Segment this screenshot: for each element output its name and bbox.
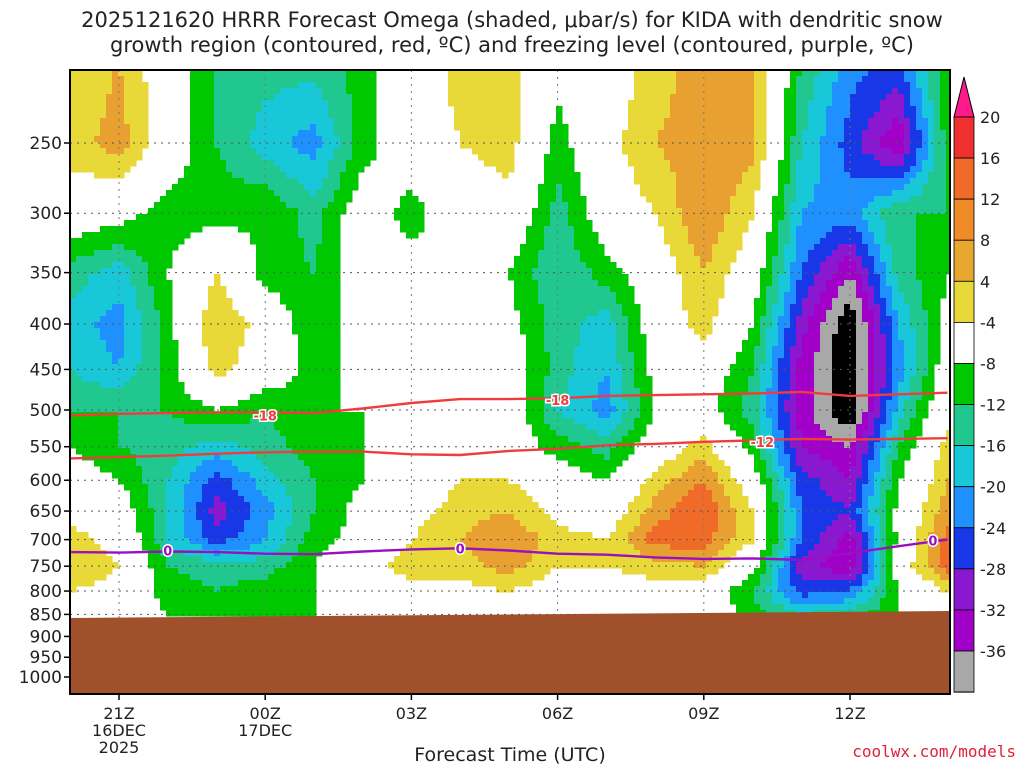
x-tick-label-21Z-1: 16DEC bbox=[92, 721, 146, 740]
contour-layer: -18 -18 -12 0 0 0 bbox=[70, 390, 948, 562]
y-tick-label-550: 550 bbox=[30, 438, 62, 458]
colorbar-label--4: -4 bbox=[980, 313, 996, 332]
contour--12 bbox=[70, 437, 948, 460]
colorbar-label--36: -36 bbox=[980, 642, 1006, 661]
grid-lines bbox=[70, 70, 950, 694]
plot-frame bbox=[69, 69, 951, 695]
colorbar-band-4 bbox=[953, 280, 975, 323]
omega-shading bbox=[70, 70, 950, 623]
y-tick-label-700: 700 bbox=[30, 531, 62, 551]
contour-label-0-2: 0 bbox=[928, 535, 937, 550]
y-tick-label-750: 750 bbox=[30, 557, 62, 577]
contour-label-0-1: 0 bbox=[456, 542, 465, 557]
colorbar-band-1 bbox=[953, 157, 975, 200]
y-tick-label-400: 400 bbox=[30, 315, 62, 335]
y-tick-label-800: 800 bbox=[30, 582, 62, 602]
colorbar-label--12: -12 bbox=[980, 396, 1006, 415]
x-tick-label-03Z-0: 03Z bbox=[396, 704, 427, 723]
colorbar-band-3 bbox=[953, 239, 975, 282]
contour-label--12-0: -12 bbox=[751, 436, 775, 451]
y-tick-label-450: 450 bbox=[30, 360, 62, 380]
colorbar-label--24: -24 bbox=[980, 519, 1006, 538]
colorbar-band-2 bbox=[953, 198, 975, 241]
colorbar-label--16: -16 bbox=[980, 437, 1006, 456]
colorbar-band-8 bbox=[953, 445, 975, 488]
colorbar-band-11 bbox=[953, 568, 975, 611]
colorbar-band-6 bbox=[953, 363, 975, 405]
colorbar-band-10 bbox=[953, 527, 975, 570]
colorbar-label--20: -20 bbox=[980, 478, 1006, 497]
colorbar-label--32: -32 bbox=[980, 601, 1006, 620]
x-tick-label-21Z-0: 21Z bbox=[103, 704, 134, 723]
x-tick-label-00Z-0: 00Z bbox=[250, 704, 281, 723]
terrain-layer bbox=[70, 611, 950, 694]
y-tick-label-950: 950 bbox=[30, 648, 62, 668]
x-tick-label-21Z-2: 2025 bbox=[99, 738, 140, 757]
colorbar: 20 16 12 8 4 -4 -8 -12 -16 -20 -24 -28 -32 -36 bbox=[953, 76, 1006, 693]
colorbar-band-9 bbox=[953, 486, 975, 529]
y-tick-label-650: 650 bbox=[30, 502, 62, 522]
y-tick-label-350: 350 bbox=[30, 264, 62, 284]
colorbar-label-4: 4 bbox=[980, 272, 990, 291]
y-tick-label-500: 500 bbox=[30, 401, 62, 421]
contour-label-0-0: 0 bbox=[163, 544, 172, 559]
x-axis-label: Forecast Time (UTC) bbox=[414, 744, 606, 766]
y-axis-ticks: 2503003504004505005506006507007508008509… bbox=[19, 134, 70, 688]
y-tick-label-1000: 1000 bbox=[19, 668, 62, 688]
x-tick-label-09Z-0: 09Z bbox=[688, 704, 719, 723]
y-tick-label-250: 250 bbox=[30, 134, 62, 154]
x-tick-label-06Z-0: 06Z bbox=[542, 704, 573, 723]
y-tick-label-850: 850 bbox=[30, 605, 62, 625]
y-tick-label-300: 300 bbox=[30, 204, 62, 224]
colorbar-label-20: 20 bbox=[980, 108, 1000, 127]
colorbar-label-12: 12 bbox=[980, 190, 1000, 209]
contour--18 bbox=[70, 390, 948, 417]
colorbar-label-8: 8 bbox=[980, 231, 990, 250]
colorbar-top-arrow bbox=[953, 76, 975, 118]
colorbar-label--8: -8 bbox=[980, 354, 996, 373]
colorbar-label--28: -28 bbox=[980, 560, 1006, 579]
credit-link[interactable]: coolwx.com/models bbox=[852, 742, 1016, 761]
x-tick-label-00Z-1: 17DEC bbox=[238, 721, 292, 740]
x-tick-label-12Z-0: 12Z bbox=[834, 704, 865, 723]
contour-label--18-1: -18 bbox=[546, 394, 570, 409]
colorbar-band-0 bbox=[953, 116, 975, 159]
y-tick-label-900: 900 bbox=[30, 627, 62, 647]
title-line-2: growth region (contoured, red, ºC) and f… bbox=[110, 33, 914, 57]
colorbar-band-7 bbox=[953, 404, 975, 447]
y-tick-label-600: 600 bbox=[30, 471, 62, 491]
colorbar-band-5 bbox=[953, 321, 975, 364]
contour-0 bbox=[70, 538, 948, 562]
colorbar-band-13 bbox=[953, 650, 975, 693]
contour-label--18-0: -18 bbox=[253, 409, 277, 424]
terrain-fill bbox=[70, 611, 950, 694]
colorbar-band-12 bbox=[953, 609, 975, 652]
chart-title: 2025121620 HRRR Forecast Omega (shaded, … bbox=[0, 8, 1024, 58]
title-line-1: 2025121620 HRRR Forecast Omega (shaded, … bbox=[81, 8, 943, 32]
colorbar-label-16: 16 bbox=[980, 149, 1000, 168]
